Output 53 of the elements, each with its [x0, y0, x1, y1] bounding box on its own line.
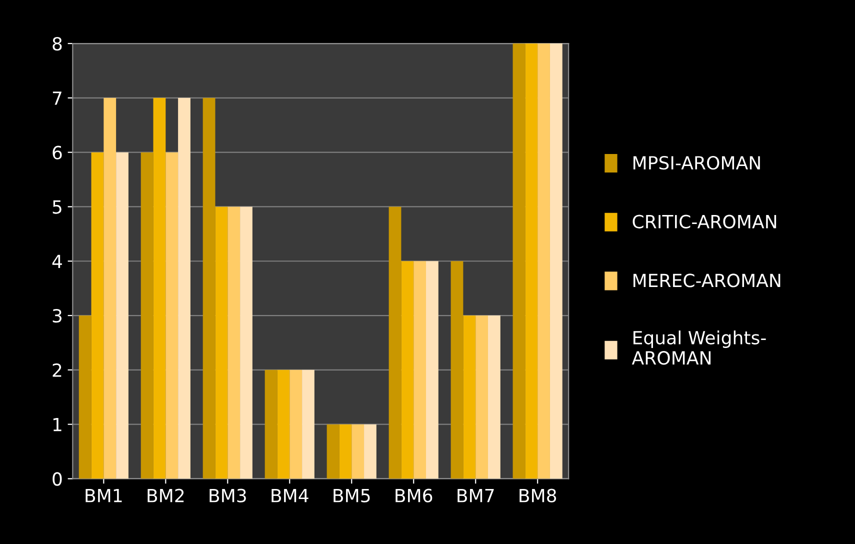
bar: [302, 370, 314, 479]
x-tick-label: BM1: [86, 489, 122, 502]
y-tick-label: 0: [52, 472, 62, 486]
bar: [277, 370, 290, 479]
bar: [202, 98, 216, 479]
bar: [352, 424, 364, 479]
bar: [240, 206, 252, 479]
bar: [326, 424, 340, 479]
bar: [178, 98, 190, 479]
bar: [364, 424, 376, 479]
y-tick-label: 4: [52, 254, 62, 268]
bar: [463, 316, 476, 479]
bar: [290, 370, 302, 479]
y-tick-label: 1: [53, 418, 62, 432]
x-tick-label: BM3: [210, 488, 246, 502]
y-tick-label: 8: [52, 36, 62, 51]
x-tick-label: BM5: [334, 489, 370, 502]
bar: [140, 152, 154, 479]
y-tick-label: 5: [52, 200, 62, 214]
bar: [550, 44, 562, 479]
bar: [166, 152, 178, 479]
x-tick-label: BM8: [520, 488, 556, 502]
bar: [153, 98, 166, 479]
bar: [450, 261, 464, 479]
bar: [264, 370, 278, 479]
bar: [538, 44, 550, 479]
x-tick-label: BM6: [396, 488, 432, 502]
bar: [78, 316, 92, 479]
bar: [215, 206, 228, 479]
bar: [339, 424, 352, 479]
bar: [104, 98, 116, 479]
x-tick-label: BM2: [148, 488, 184, 502]
y-tick-label: 3: [52, 308, 62, 323]
bar: [91, 152, 104, 479]
legend-label: CRITIC-AROMAN: [632, 214, 776, 228]
bar: [388, 206, 402, 479]
x-tick-label: BM4: [272, 489, 308, 502]
bar: [488, 316, 500, 479]
y-tick-label: 7: [52, 92, 62, 105]
bar: [228, 206, 240, 479]
bar: [414, 261, 426, 479]
y-tick-label: 6: [52, 146, 62, 160]
bar: [525, 44, 538, 479]
x-tick-label: BM7: [458, 489, 494, 502]
legend-label: MPSI-AROMAN: [634, 156, 760, 170]
legend-label: MEREC-AROMAN: [634, 274, 780, 288]
legend-label: Equal Weights- AROMAN: [632, 330, 766, 365]
bar: [401, 261, 414, 479]
bar: [426, 261, 438, 479]
bar: [512, 44, 526, 479]
bar: [116, 152, 128, 479]
bar: [476, 316, 488, 479]
y-tick-label: 2: [52, 363, 62, 377]
